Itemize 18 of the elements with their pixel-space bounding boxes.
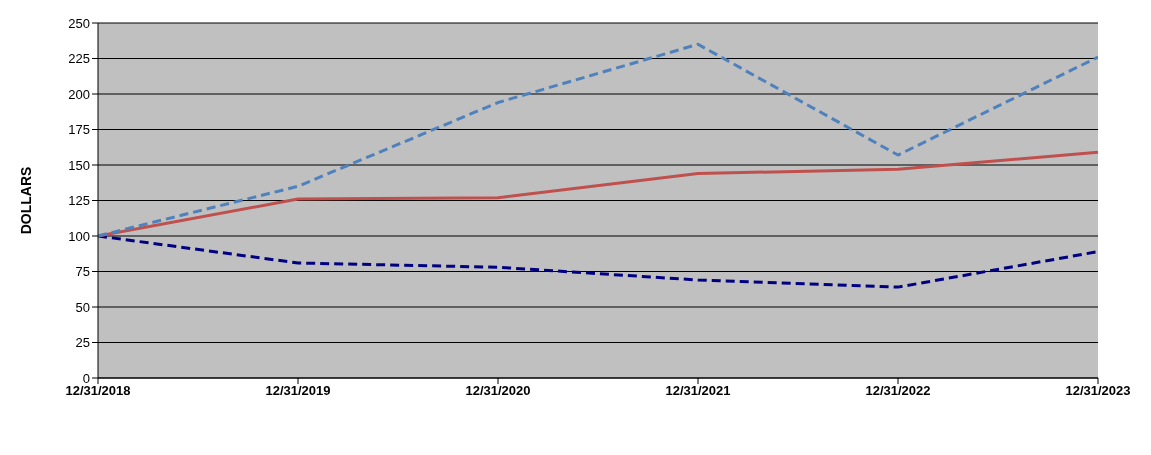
x-tick-label: 12/31/2018 [65,383,131,399]
y-tick-label: 200 [68,86,90,102]
y-tick-label: 0 [82,370,90,386]
y-tick-label: 25 [75,335,90,351]
y-tick-label: 75 [75,264,90,280]
y-tick-label: 250 [68,15,90,31]
y-axis-title: DOLLARS [17,166,34,235]
x-tick-label: 12/31/2022 [865,383,931,399]
y-tick-label: 175 [68,122,90,138]
x-tick-label: 12/31/2021 [665,383,731,399]
x-tick-label: 12/31/2023 [1065,383,1131,399]
y-tick-label: 100 [68,228,90,244]
y-tick-label: 225 [68,51,90,67]
x-tick-label: 12/31/2020 [465,383,531,399]
y-tick-label: 50 [75,299,90,315]
y-tick-label: 150 [68,157,90,173]
x-tick-label: 12/31/2019 [265,383,331,399]
y-tick-label: 125 [68,193,90,209]
